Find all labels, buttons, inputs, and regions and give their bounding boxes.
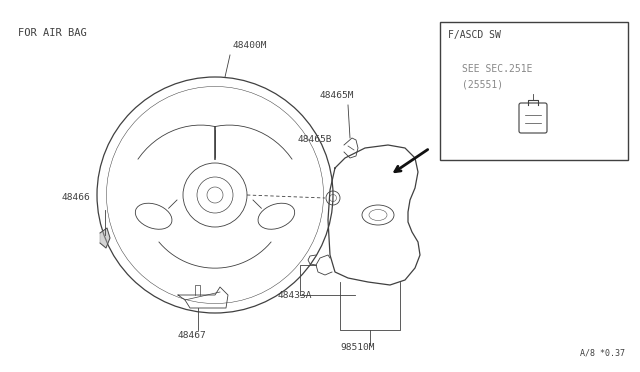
- Text: 48466: 48466: [62, 193, 91, 202]
- Text: F/ASCD SW: F/ASCD SW: [448, 30, 501, 40]
- Text: 48465B: 48465B: [298, 135, 333, 144]
- Text: (25551): (25551): [462, 79, 503, 89]
- Text: 48433A: 48433A: [278, 291, 312, 300]
- Text: 98510M: 98510M: [340, 343, 374, 352]
- Text: A/8 *0.37: A/8 *0.37: [580, 349, 625, 358]
- Polygon shape: [100, 228, 110, 248]
- Text: 48467: 48467: [178, 331, 207, 340]
- Text: 48465M: 48465M: [320, 91, 355, 100]
- Text: SEE SEC.251E: SEE SEC.251E: [462, 64, 532, 74]
- Text: 48400M: 48400M: [233, 41, 268, 50]
- Text: FOR AIR BAG: FOR AIR BAG: [18, 28, 87, 38]
- Bar: [440, 22, 628, 160]
